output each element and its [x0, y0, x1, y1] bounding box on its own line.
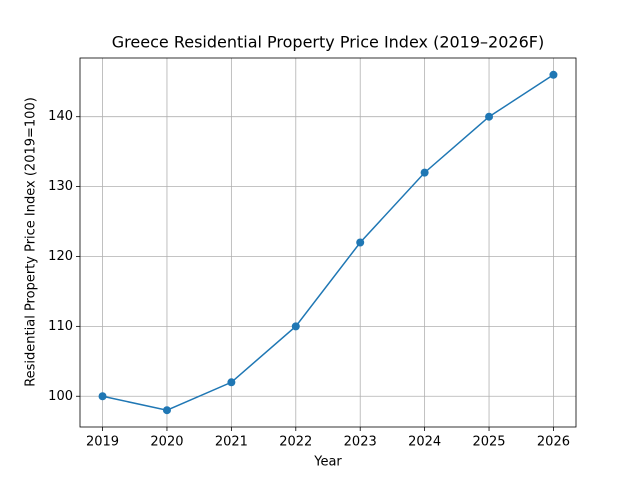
y-tick-label: 100 — [48, 389, 73, 404]
data-point — [162, 406, 171, 415]
y-tick-label: 130 — [48, 179, 73, 194]
y-tick-label: 120 — [48, 249, 73, 264]
x-tick-label: 2022 — [279, 435, 312, 450]
y-tick-label: 140 — [48, 109, 73, 124]
data-point — [291, 322, 300, 331]
x-tick-label: 2021 — [215, 435, 248, 450]
x-tick-label: 2020 — [150, 435, 183, 450]
x-tick-label: 2025 — [472, 435, 505, 450]
data-line — [102, 74, 554, 412]
data-point — [98, 392, 107, 401]
data-point — [485, 112, 494, 121]
chart-title: Greece Residential Property Price Index … — [112, 33, 544, 52]
data-point — [549, 70, 558, 79]
data-point — [420, 168, 429, 177]
x-tick-label: 2023 — [344, 435, 377, 450]
x-tick-label: 2019 — [86, 435, 119, 450]
y-tick-label: 110 — [48, 319, 73, 334]
x-axis-label: Year — [313, 455, 342, 470]
x-tick-label: 2024 — [408, 435, 441, 450]
y-axis-label: Residential Property Price Index (2019=1… — [24, 97, 39, 387]
x-tick-label: 2026 — [537, 435, 570, 450]
data-point — [356, 238, 365, 247]
plot-frame — [79, 57, 577, 428]
data-point — [227, 378, 236, 387]
